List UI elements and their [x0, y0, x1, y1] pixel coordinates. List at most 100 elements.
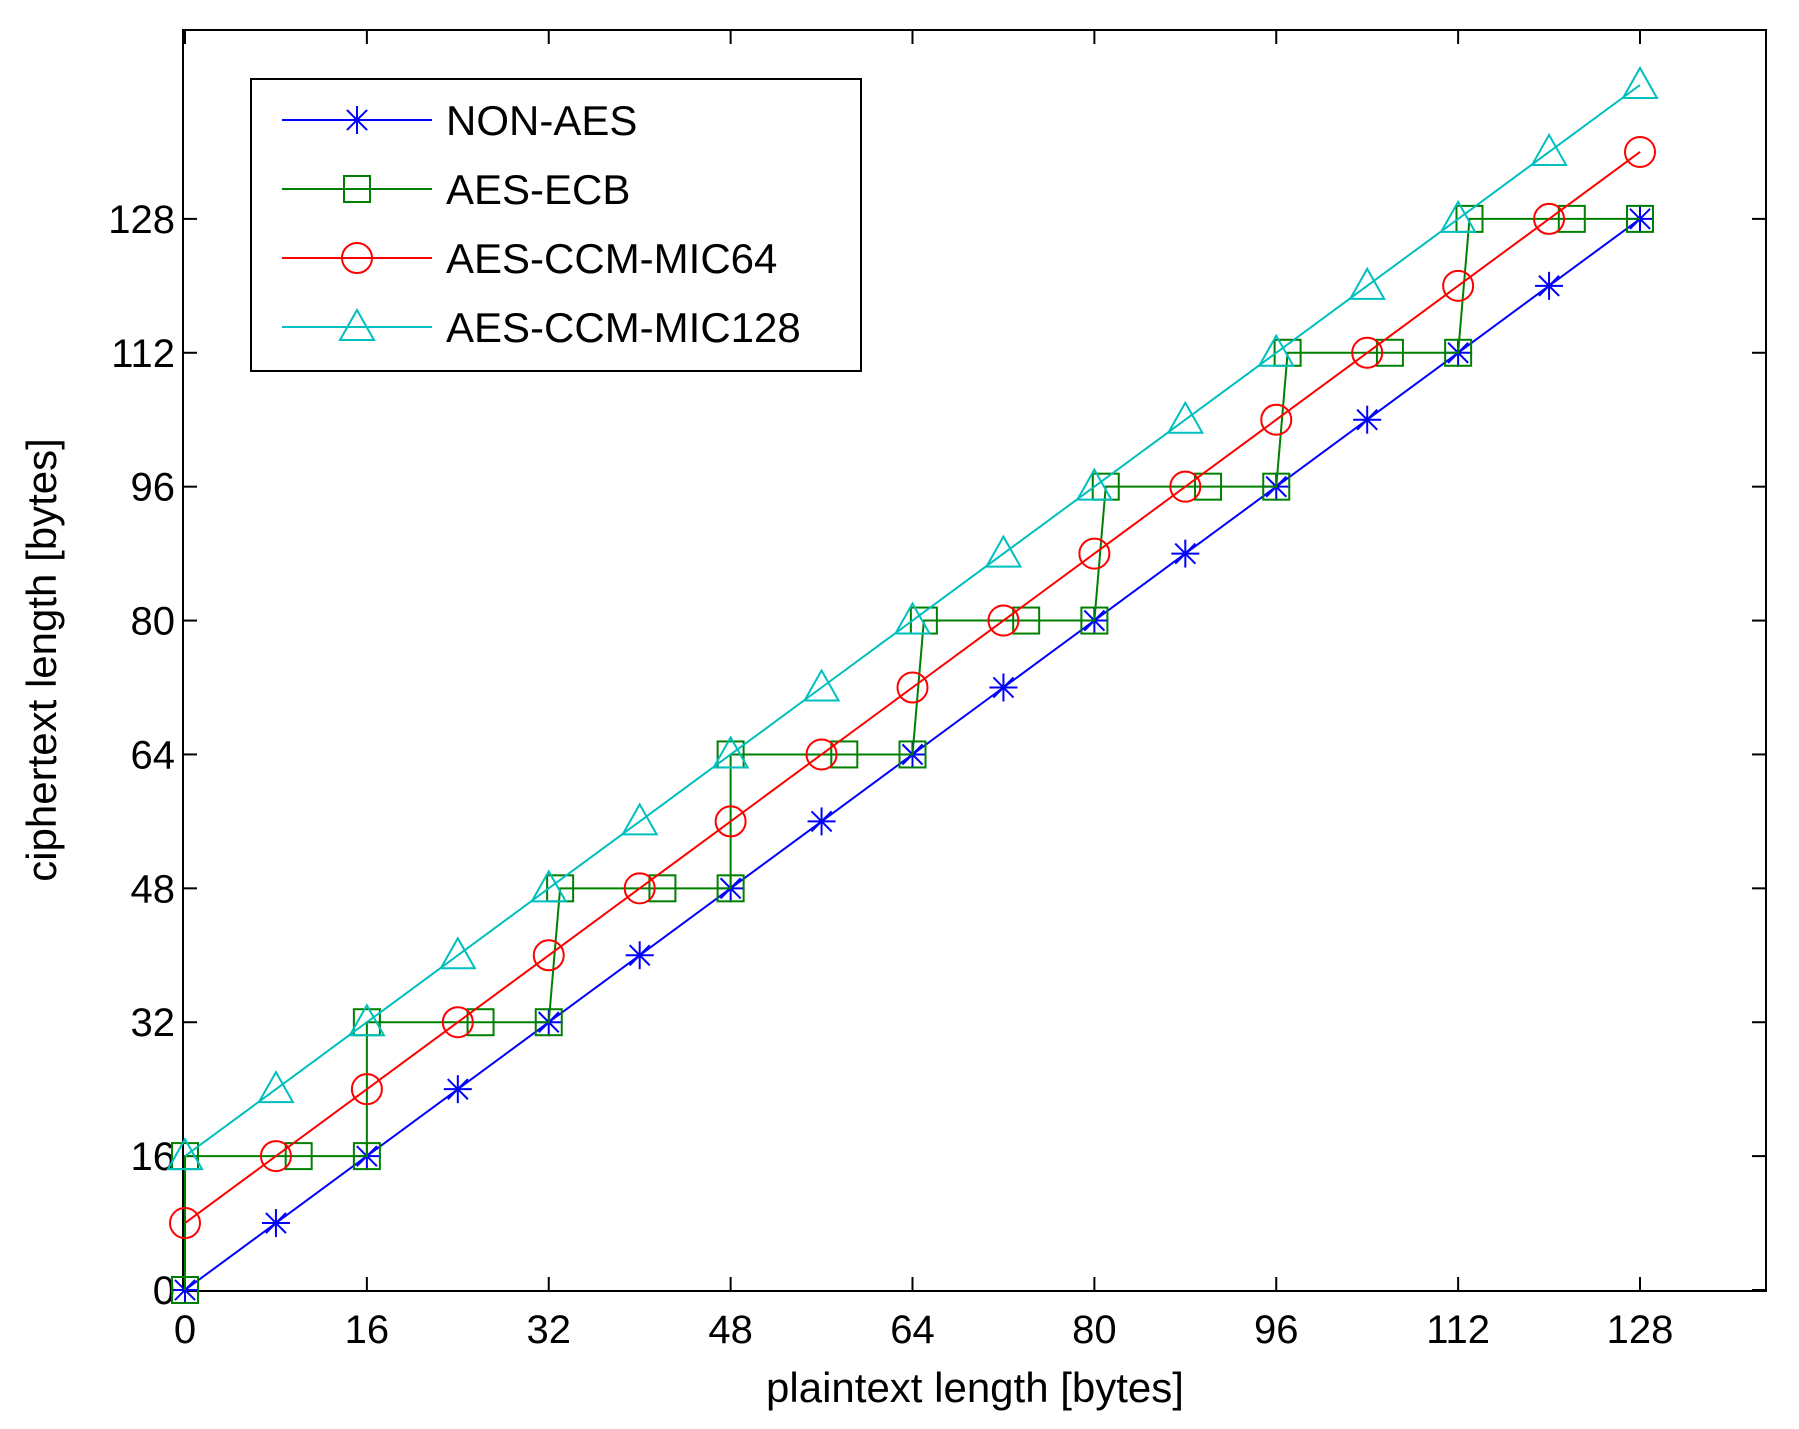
- legend-entry-aes-ccm-mic64: AES-CCM-MIC64: [282, 235, 777, 282]
- data-point-aes-ccm-mic128: [257, 1070, 295, 1104]
- data-point-aes-ccm-mic128: [1439, 199, 1477, 233]
- data-point-aes-ecb: [1194, 472, 1223, 501]
- x-tick-label: 128: [1607, 1308, 1674, 1352]
- data-point-aes-ccm-mic64: [1260, 403, 1293, 436]
- data-point-aes-ccm-mic128: [1530, 132, 1568, 166]
- data-point-aes-ccm-mic128: [348, 1003, 386, 1037]
- data-point-aes-ccm-mic128: [1348, 266, 1386, 300]
- legend-entry-aes-ecb: AES-ECB: [282, 166, 630, 213]
- data-point-aes-ccm-mic64: [896, 671, 929, 704]
- legend-marker-non-aes: [343, 106, 371, 134]
- x-tick-label: 16: [345, 1308, 390, 1352]
- data-point-non-aes: [1535, 271, 1564, 300]
- data-point-aes-ccm-mic64: [1351, 336, 1384, 369]
- y-tick-label: 64: [131, 733, 176, 777]
- data-point-aes-ccm-mic64: [1078, 537, 1111, 570]
- data-point-non-aes: [625, 941, 654, 970]
- data-point-aes-ccm-mic128: [530, 869, 568, 903]
- data-point-aes-ccm-mic64: [169, 1207, 201, 1240]
- y-tick-label: 32: [131, 1001, 176, 1045]
- axis-ticks: 0 16 32 48 64 80 96 112 128 0 16 32 48 64 80 96 112 128: [108, 30, 1766, 1352]
- data-point-aes-ccm-mic64: [1624, 135, 1656, 168]
- x-tick-label: 96: [1254, 1308, 1299, 1352]
- x-tick-label: 112: [1426, 1308, 1490, 1352]
- data-point-aes-ecb: [1080, 606, 1109, 635]
- data-point-aes-ccm-mic128: [893, 601, 932, 635]
- series-line-aes-ccm-mic64: [184, 151, 1641, 1224]
- data-point-aes-ecb: [352, 1142, 381, 1171]
- data-point-aes-ccm-mic128: [711, 735, 750, 769]
- data-point-non-aes: [443, 1075, 472, 1104]
- data-point-aes-ecb: [1012, 606, 1041, 635]
- data-point-aes-ccm-mic64: [441, 1006, 474, 1039]
- legend-label: NON-AES: [446, 97, 637, 144]
- data-point-aes-ecb: [898, 740, 927, 769]
- legend-entry-non-aes: NON-AES: [282, 97, 637, 144]
- data-point-non-aes: [807, 807, 836, 836]
- data-point-non-aes: [1171, 539, 1200, 568]
- legend: NON-AES AES-ECB AES-CCM-MIC64 AES-CCM-MIC12…: [250, 78, 862, 372]
- data-point-aes-ecb: [1557, 204, 1586, 233]
- data-point-aes-ccm-mic128: [984, 534, 1023, 568]
- data-point-aes-ccm-mic64: [1442, 269, 1475, 302]
- data-point-aes-ccm-mic128: [439, 936, 477, 970]
- data-point-aes-ccm-mic64: [1169, 470, 1202, 503]
- legend-label: AES-CCM-MIC128: [446, 304, 801, 351]
- legend-marker-aes-ccm-mic128: [338, 307, 376, 341]
- data-point-aes-ccm-mic128: [1166, 400, 1205, 434]
- y-tick-label: 96: [131, 466, 176, 510]
- data-point-aes-ecb: [716, 874, 745, 903]
- data-point-aes-ecb: [534, 1008, 563, 1037]
- data-point-aes-ccm-mic64: [987, 604, 1020, 637]
- series-aes-ccm-mic64: [169, 135, 1656, 1240]
- y-tick-label: 80: [131, 600, 176, 644]
- data-point-aes-ccm-mic64: [350, 1073, 383, 1106]
- legend-entry-aes-ccm-mic128: AES-CCM-MIC128: [282, 304, 801, 351]
- data-point-aes-ccm-mic64: [532, 939, 565, 972]
- data-point-aes-ccm-mic128: [1621, 65, 1659, 99]
- series-aes-ccm-mic128: [166, 65, 1659, 1171]
- x-tick-label: 48: [708, 1308, 753, 1352]
- data-point-aes-ccm-mic64: [1533, 202, 1566, 235]
- legend-marker-aes-ecb: [343, 175, 371, 203]
- data-point-aes-ccm-mic128: [1075, 467, 1114, 501]
- data-point-aes-ecb: [1262, 472, 1291, 501]
- data-point-non-aes: [989, 673, 1018, 702]
- y-axis-label: ciphertext length [bytes]: [18, 438, 65, 882]
- data-point-aes-ecb: [1626, 204, 1654, 233]
- series-line-aes-ccm-mic128: [184, 84, 1641, 1157]
- y-tick-label: 128: [108, 198, 175, 242]
- data-point-aes-ecb: [648, 874, 677, 903]
- legend-box: [250, 78, 862, 372]
- data-point-aes-ccm-mic128: [1257, 333, 1295, 367]
- data-point-aes-ecb: [171, 1276, 199, 1304]
- x-tick-label: 0: [174, 1308, 196, 1352]
- data-point-aes-ccm-mic64: [259, 1140, 292, 1173]
- data-point-aes-ccm-mic128: [802, 668, 841, 702]
- data-point-aes-ecb: [1444, 338, 1473, 367]
- y-tick-label: 0: [153, 1269, 175, 1313]
- data-point-aes-ccm-mic128: [166, 1137, 204, 1171]
- x-axis-label: plaintext length [bytes]: [766, 1364, 1184, 1411]
- x-tick-label: 32: [527, 1308, 572, 1352]
- x-tick-label: 80: [1072, 1308, 1117, 1352]
- legend-marker-aes-ccm-mic64: [341, 242, 373, 274]
- data-point-non-aes: [1353, 405, 1382, 434]
- legend-label: AES-ECB: [446, 166, 630, 213]
- data-point-non-aes: [261, 1209, 290, 1238]
- data-point-aes-ccm-mic64: [714, 805, 747, 838]
- data-point-aes-ecb: [1375, 338, 1404, 367]
- data-point-aes-ecb: [830, 740, 859, 769]
- data-point-aes-ccm-mic64: [805, 738, 838, 771]
- data-point-aes-ccm-mic128: [620, 802, 659, 836]
- x-tick-label: 64: [890, 1308, 935, 1352]
- y-tick-label: 112: [111, 332, 175, 376]
- y-tick-label: 16: [131, 1135, 176, 1179]
- data-point-aes-ccm-mic64: [623, 872, 656, 905]
- y-tick-label: 48: [131, 867, 176, 911]
- legend-label: AES-CCM-MIC64: [446, 235, 777, 282]
- data-point-aes-ecb: [466, 1008, 495, 1037]
- series-layer: [166, 65, 1659, 1304]
- data-point-aes-ecb: [284, 1142, 313, 1171]
